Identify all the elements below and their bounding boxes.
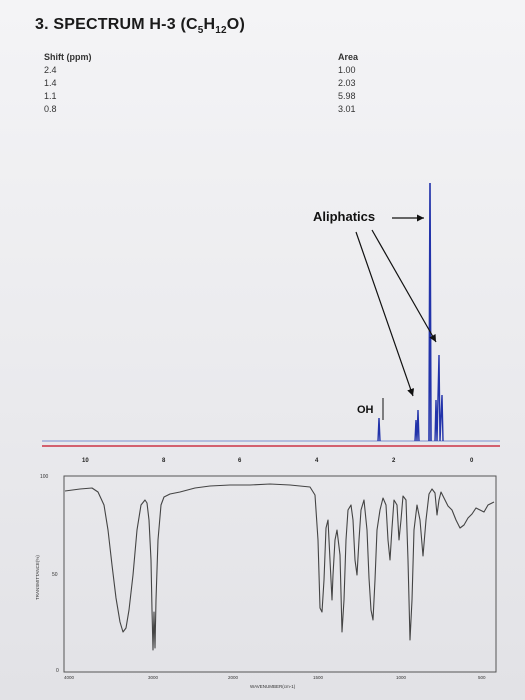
oh-label: OH [357,404,374,416]
nmr-tick-label: 2 [392,458,396,464]
ir-y-tick: 50 [52,572,58,578]
shift-table: Shift (ppm) 2.4 1.4 1.1 0.8 [44,52,92,116]
area-value: 3.01 [338,104,356,114]
ir-trace [64,483,495,651]
nmr-tick-label: 8 [162,458,166,464]
aliphatics-label: Aliphatics [313,209,375,224]
nmr-peak-oh [377,417,381,442]
ir-y-tick: 100 [40,474,49,480]
ir-x-tick: 2000 [228,675,239,680]
ir-frame [63,475,497,673]
shift-header: Shift (ppm) [44,52,92,62]
page-title: 3. SPECTRUM H-3 (C5H12O) [35,16,245,37]
area-table: Area 1.00 2.03 5.98 3.01 [338,52,358,116]
ir-y-label: TRANSMITTANCE(%) [35,555,40,600]
arrow-to-ch3 [371,229,437,343]
shift-value: 1.1 [44,91,57,101]
nmr-peak-ch3-large [428,182,432,442]
nmr-peak-ch3-triplet [434,354,444,442]
area-value: 1.00 [338,65,356,75]
shift-value: 0.8 [44,104,57,114]
nmr-tick-label: 4 [315,458,319,464]
area-value: 5.98 [338,91,356,101]
shift-value: 2.4 [44,65,57,75]
ir-x-tick: 3000 [148,675,159,680]
nmr-tick-label: 10 [82,458,89,464]
ir-x-label: WAVENUMBER(cm-1) [250,684,296,689]
area-value: 2.03 [338,78,356,88]
ir-x-tick: 1000 [396,675,407,680]
nmr-peak-ch2 [414,409,420,442]
ir-y-tick: 0 [56,668,59,674]
nmr-tick-label: 0 [470,458,474,464]
area-header: Area [338,52,359,62]
ir-x-tick: 1500 [313,675,324,680]
shift-value: 1.4 [44,78,57,88]
nmr-tick-label: 6 [238,458,242,464]
ir-x-tick: 500 [478,675,486,680]
ir-x-tick: 4000 [64,675,75,680]
arrow-to-ch2 [355,231,415,397]
